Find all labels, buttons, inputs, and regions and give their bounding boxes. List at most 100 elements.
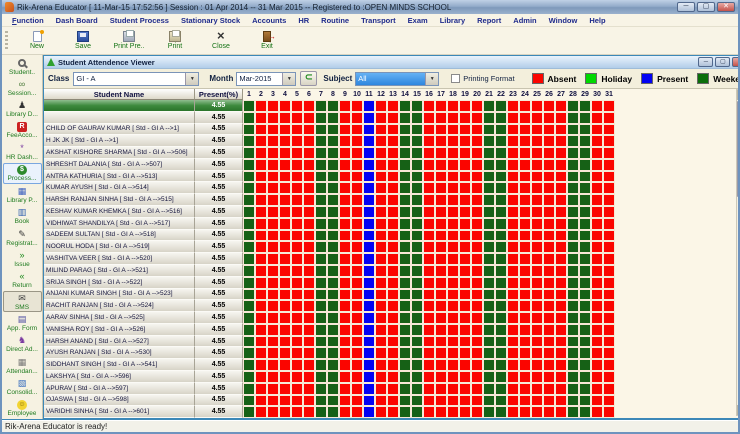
sidebar-item-direct-ad[interactable]: ♞ Direct Ad...: [3, 334, 42, 355]
sidebar-item-process[interactable]: $ Process...: [2, 162, 42, 185]
menu-item-report[interactable]: Report: [477, 15, 502, 25]
toolbar-button-new[interactable]: New: [14, 28, 60, 54]
sidebar-item-employee[interactable]: ☺ Employee: [3, 398, 42, 419]
sidebar-item-library-p[interactable]: ▦ Library P...: [3, 184, 42, 205]
table-row[interactable]: AYUSH RANJAN [ Std - GI A -->530] 4.55: [44, 347, 615, 360]
student-name-cell[interactable]: LAKSHYA [ Std - GI A -->596]: [44, 370, 195, 383]
toolbar-button-print-pre[interactable]: Print Pre..: [106, 28, 152, 54]
table-row[interactable]: 4.55: [44, 111, 615, 124]
minimize-button[interactable]: ─: [677, 2, 695, 12]
menu-item-admin[interactable]: Admin: [513, 15, 537, 25]
menu-item-transport[interactable]: Transport: [361, 15, 396, 25]
table-row[interactable]: VIDHIWAT SHANDILYA [ Std - GI A -->517] 4…: [44, 217, 615, 230]
menu-item-dash-board[interactable]: Dash Board: [55, 15, 98, 25]
month-select[interactable]: Mar-2015 ▼: [236, 71, 297, 86]
student-name-cell[interactable]: MILIND PARAG [ Std - GI A -->521]: [44, 264, 195, 277]
sidebar-item-library-d[interactable]: ♟ Library D...: [3, 99, 42, 120]
menu-item-routine[interactable]: Routine: [321, 15, 350, 25]
toolbar-button-save[interactable]: Save: [60, 28, 106, 54]
sidebar-item-consolid[interactable]: ▧ Consolid...: [3, 376, 42, 397]
refresh-go-button[interactable]: ⊂: [300, 71, 318, 86]
chevron-down-icon[interactable]: ▼: [425, 72, 439, 85]
table-row[interactable]: VARIDHI SINHA [ Std - GI A -->601] 4.55: [44, 406, 615, 418]
scroll-up-arrow-icon[interactable]: ▲: [737, 90, 738, 100]
student-name-cell[interactable]: VARIDHI SINHA [ Std - GI A -->601]: [44, 406, 195, 418]
close-button[interactable]: ✕: [717, 2, 735, 12]
sidebar-item-registrat[interactable]: ✎ Registrat...: [3, 227, 42, 248]
printing-format-checkbox[interactable]: [451, 74, 461, 83]
sidebar-item-feeacco[interactable]: R FeeAcco...: [3, 120, 42, 141]
sidebar-item-return[interactable]: «Return: [3, 270, 42, 291]
student-name-cell[interactable]: [44, 100, 195, 112]
vertical-scrollbar[interactable]: ▲ ▼: [736, 89, 738, 416]
viewer-maximize-button[interactable]: ▢: [715, 57, 731, 67]
sidebar-item-hr-dash[interactable]: * HR Dash...: [3, 141, 42, 162]
menu-item-library[interactable]: Library: [439, 15, 466, 25]
menu-item-stationary-stock[interactable]: Stationary Stock: [180, 15, 241, 25]
chevron-down-icon[interactable]: ▼: [282, 72, 296, 85]
student-name-cell[interactable]: SADEEM SULTAN [ Std - GI A -->518]: [44, 229, 195, 242]
table-row[interactable]: VANISHA ROY [ Std - GI A -->526] 4.55: [44, 323, 615, 336]
student-name-cell[interactable]: CHILD OF GAURAV KUMAR [ Std - GI A -->1]: [44, 123, 195, 136]
table-row[interactable]: VASHITVA VEER [ Std - GI A -->520] 4.55: [44, 253, 615, 265]
student-name-cell[interactable]: HARSH RANJAN SINHA [ Std - GI A -->515]: [44, 194, 195, 207]
chevron-down-icon[interactable]: ▼: [185, 72, 199, 85]
student-name-cell[interactable]: RACHIT RANJAN [ Std - GI A -->524]: [44, 300, 195, 313]
sidebar-item-sms[interactable]: ✉ SMS: [2, 290, 42, 313]
table-row[interactable]: APURAV [ Std - GI A -->597] 4.55: [44, 382, 615, 395]
table-row[interactable]: SADEEM SULTAN [ Std - GI A -->518] 4.55: [44, 229, 615, 242]
viewer-close-button[interactable]: ✕: [732, 57, 738, 67]
viewer-minimize-button[interactable]: ─: [698, 57, 714, 67]
toolbar-button-exit[interactable]: Exit: [244, 28, 290, 54]
table-row[interactable]: MILIND PARAG [ Std - GI A -->521] 4.55: [44, 264, 615, 277]
table-row[interactable]: NOORUL HODA [ Std - GI A -->519] 4.55: [44, 241, 615, 254]
toolbar-button-print[interactable]: Print: [152, 28, 198, 54]
student-name-cell[interactable]: APURAV [ Std - GI A -->597]: [44, 382, 195, 395]
sidebar-item-book[interactable]: ▥ Book: [3, 206, 42, 227]
student-name-cell[interactable]: SIDDHANT SINGH [ Std - GI A -->541]: [44, 359, 195, 371]
table-row[interactable]: LAKSHYA [ Std - GI A -->596] 4.55: [44, 370, 615, 383]
sidebar-item-attendan[interactable]: ▦ Attendan...: [3, 355, 42, 376]
table-row[interactable]: KUMAR AYUSH [ Std - GI A -->514] 4.55: [44, 182, 615, 195]
table-row[interactable]: KESHAV KUMAR KHEMKA [ Std - GI A -->516]…: [44, 206, 615, 218]
student-name-cell[interactable]: VASHITVA VEER [ Std - GI A -->520]: [44, 253, 195, 265]
student-name-cell[interactable]: OJASWA [ Std - GI A -->598]: [44, 394, 195, 407]
student-name-cell[interactable]: KESHAV KUMAR KHEMKA [ Std - GI A -->516]: [44, 206, 195, 218]
student-name-cell[interactable]: HARSH ANAND [ Std - GI A -->527]: [44, 335, 195, 348]
sidebar-item-student[interactable]: Student..: [3, 56, 42, 77]
table-row[interactable]: CHILD OF GAURAV KUMAR [ Std - GI A -->1]…: [44, 123, 615, 136]
menu-item-student-process[interactable]: Student Process: [109, 15, 169, 25]
table-row[interactable]: ANJANI KUMAR SINGH [ Std - GI A -->523] 4…: [44, 288, 615, 301]
student-name-cell[interactable]: SRIJA SINGH [ Std - GI A -->522]: [44, 276, 195, 289]
maximize-button[interactable]: ▢: [697, 2, 715, 12]
menu-item-accounts[interactable]: Accounts: [252, 15, 287, 25]
subject-select[interactable]: All ▼: [355, 71, 440, 86]
scrollbar-thumb[interactable]: [737, 101, 738, 197]
table-row[interactable]: AARAV SINHA [ Std - GI A -->525] 4.55: [44, 312, 615, 324]
menu-item-window[interactable]: Window: [548, 15, 578, 25]
sidebar-item-issue[interactable]: » Issue: [3, 248, 42, 269]
student-name-cell[interactable]: ANTRA KATHURIA [ Std - GI A -->513]: [44, 170, 195, 183]
sidebar-item-app-form[interactable]: ▤ App. Form: [3, 312, 42, 333]
table-row[interactable]: HARSH RANJAN SINHA [ Std - GI A -->515] 4…: [44, 194, 615, 207]
student-name-cell[interactable]: SHRESHT DALANIA [ Std - GI A -->507]: [44, 158, 195, 171]
table-row[interactable]: HARSH ANAND [ Std - GI A -->527] 4.55: [44, 335, 615, 348]
toolbar-button-close[interactable]: Close: [198, 28, 244, 54]
student-name-cell[interactable]: AARAV SINHA [ Std - GI A -->525]: [44, 312, 195, 324]
class-select[interactable]: GI - A ▼: [73, 71, 200, 86]
table-row[interactable]: AKSHAT KISHORE SHARMA [ Std - GI A -->50…: [44, 147, 615, 159]
table-row[interactable]: RACHIT RANJAN [ Std - GI A -->524] 4.55: [44, 300, 615, 313]
table-row[interactable]: OJASWA [ Std - GI A -->598] 4.55: [44, 394, 615, 407]
menu-item-help[interactable]: Help: [589, 15, 606, 25]
student-name-cell[interactable]: AYUSH RANJAN [ Std - GI A -->530]: [44, 347, 195, 360]
table-row[interactable]: SHRESHT DALANIA [ Std - GI A -->507] 4.55: [44, 158, 615, 171]
student-name-cell[interactable]: VIDHIWAT SHANDILYA [ Std - GI A -->517]: [44, 217, 195, 230]
student-name-cell[interactable]: [44, 111, 195, 124]
table-row[interactable]: H JK JK [ Std - GI A -->1] 4.55: [44, 135, 615, 148]
table-row[interactable]: ANTRA KATHURIA [ Std - GI A -->513] 4.55: [44, 170, 615, 183]
menu-item-function[interactable]: Function: [12, 15, 44, 25]
table-row[interactable]: SIDDHANT SINGH [ Std - GI A -->541] 4.55: [44, 359, 615, 371]
student-name-cell[interactable]: VANISHA ROY [ Std - GI A -->526]: [44, 323, 195, 336]
student-name-cell[interactable]: AKSHAT KISHORE SHARMA [ Std - GI A -->50…: [44, 147, 195, 159]
sidebar-item-session[interactable]: ∞ Session...: [3, 77, 42, 98]
